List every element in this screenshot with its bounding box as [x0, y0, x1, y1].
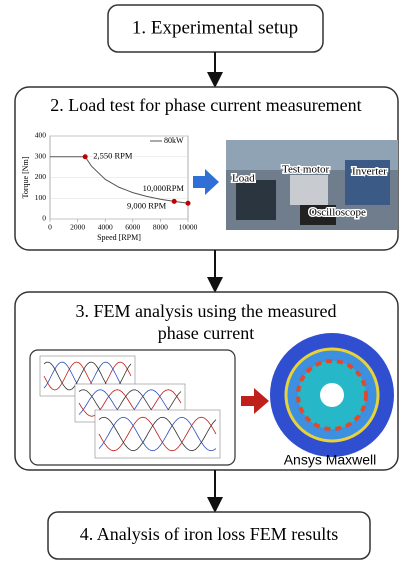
fem-motor	[270, 333, 394, 457]
y-tick-label: 0	[42, 214, 46, 223]
step-label: 1. Experimental setup	[132, 17, 298, 38]
x-axis-label: Speed [RPM]	[97, 233, 141, 242]
photo-motor	[290, 175, 328, 205]
photo-scope	[300, 205, 336, 225]
step-label: 3. FEM analysis using the measured	[76, 301, 337, 321]
y-tick-label: 300	[35, 151, 47, 160]
x-tick-label: 2000	[70, 223, 85, 232]
photo-load	[236, 180, 276, 220]
operating-point	[171, 198, 177, 204]
point-label: 2,550 RPM	[93, 151, 133, 161]
x-tick-label: 0	[48, 223, 52, 232]
photo-label: Oscilloscope	[309, 207, 366, 219]
blue-arrow	[193, 169, 219, 195]
operating-point	[82, 154, 88, 160]
photo-label: Inverter	[352, 166, 387, 178]
photo-label: Test motor	[282, 164, 330, 176]
shaft	[320, 383, 344, 407]
legend-label: 80kW	[164, 136, 184, 145]
fem-label: Ansys Maxwell	[284, 452, 377, 468]
step-label: 4. Analysis of iron loss FEM results	[80, 524, 339, 544]
wave	[98, 416, 217, 452]
x-tick-label: 4000	[98, 223, 113, 232]
y-tick-label: 400	[35, 131, 47, 140]
step-label: phase current	[158, 323, 254, 343]
torque-curve	[50, 156, 189, 204]
wave	[98, 416, 217, 452]
step-label: 2. Load test for phase current measureme…	[50, 95, 361, 115]
photo-inverter	[345, 160, 390, 205]
wave	[98, 416, 217, 452]
operating-point	[185, 200, 191, 206]
point-label: 10,000RPM	[143, 183, 185, 193]
y-tick-label: 200	[35, 172, 47, 181]
y-tick-label: 100	[35, 193, 47, 202]
x-tick-label: 8000	[153, 223, 168, 232]
x-tick-label: 6000	[125, 223, 140, 232]
y-axis-label: Torque [Nm]	[21, 156, 30, 198]
red-arrow	[241, 388, 269, 414]
point-label: 9,000 RPM	[127, 200, 167, 210]
wave	[43, 361, 132, 391]
photo-label: Load	[232, 173, 255, 185]
x-tick-label: 10000	[179, 223, 198, 232]
step-box	[47, 511, 371, 560]
waveforms	[39, 355, 221, 459]
photo: Load Test motor Inverter Oscilloscope	[226, 140, 398, 230]
